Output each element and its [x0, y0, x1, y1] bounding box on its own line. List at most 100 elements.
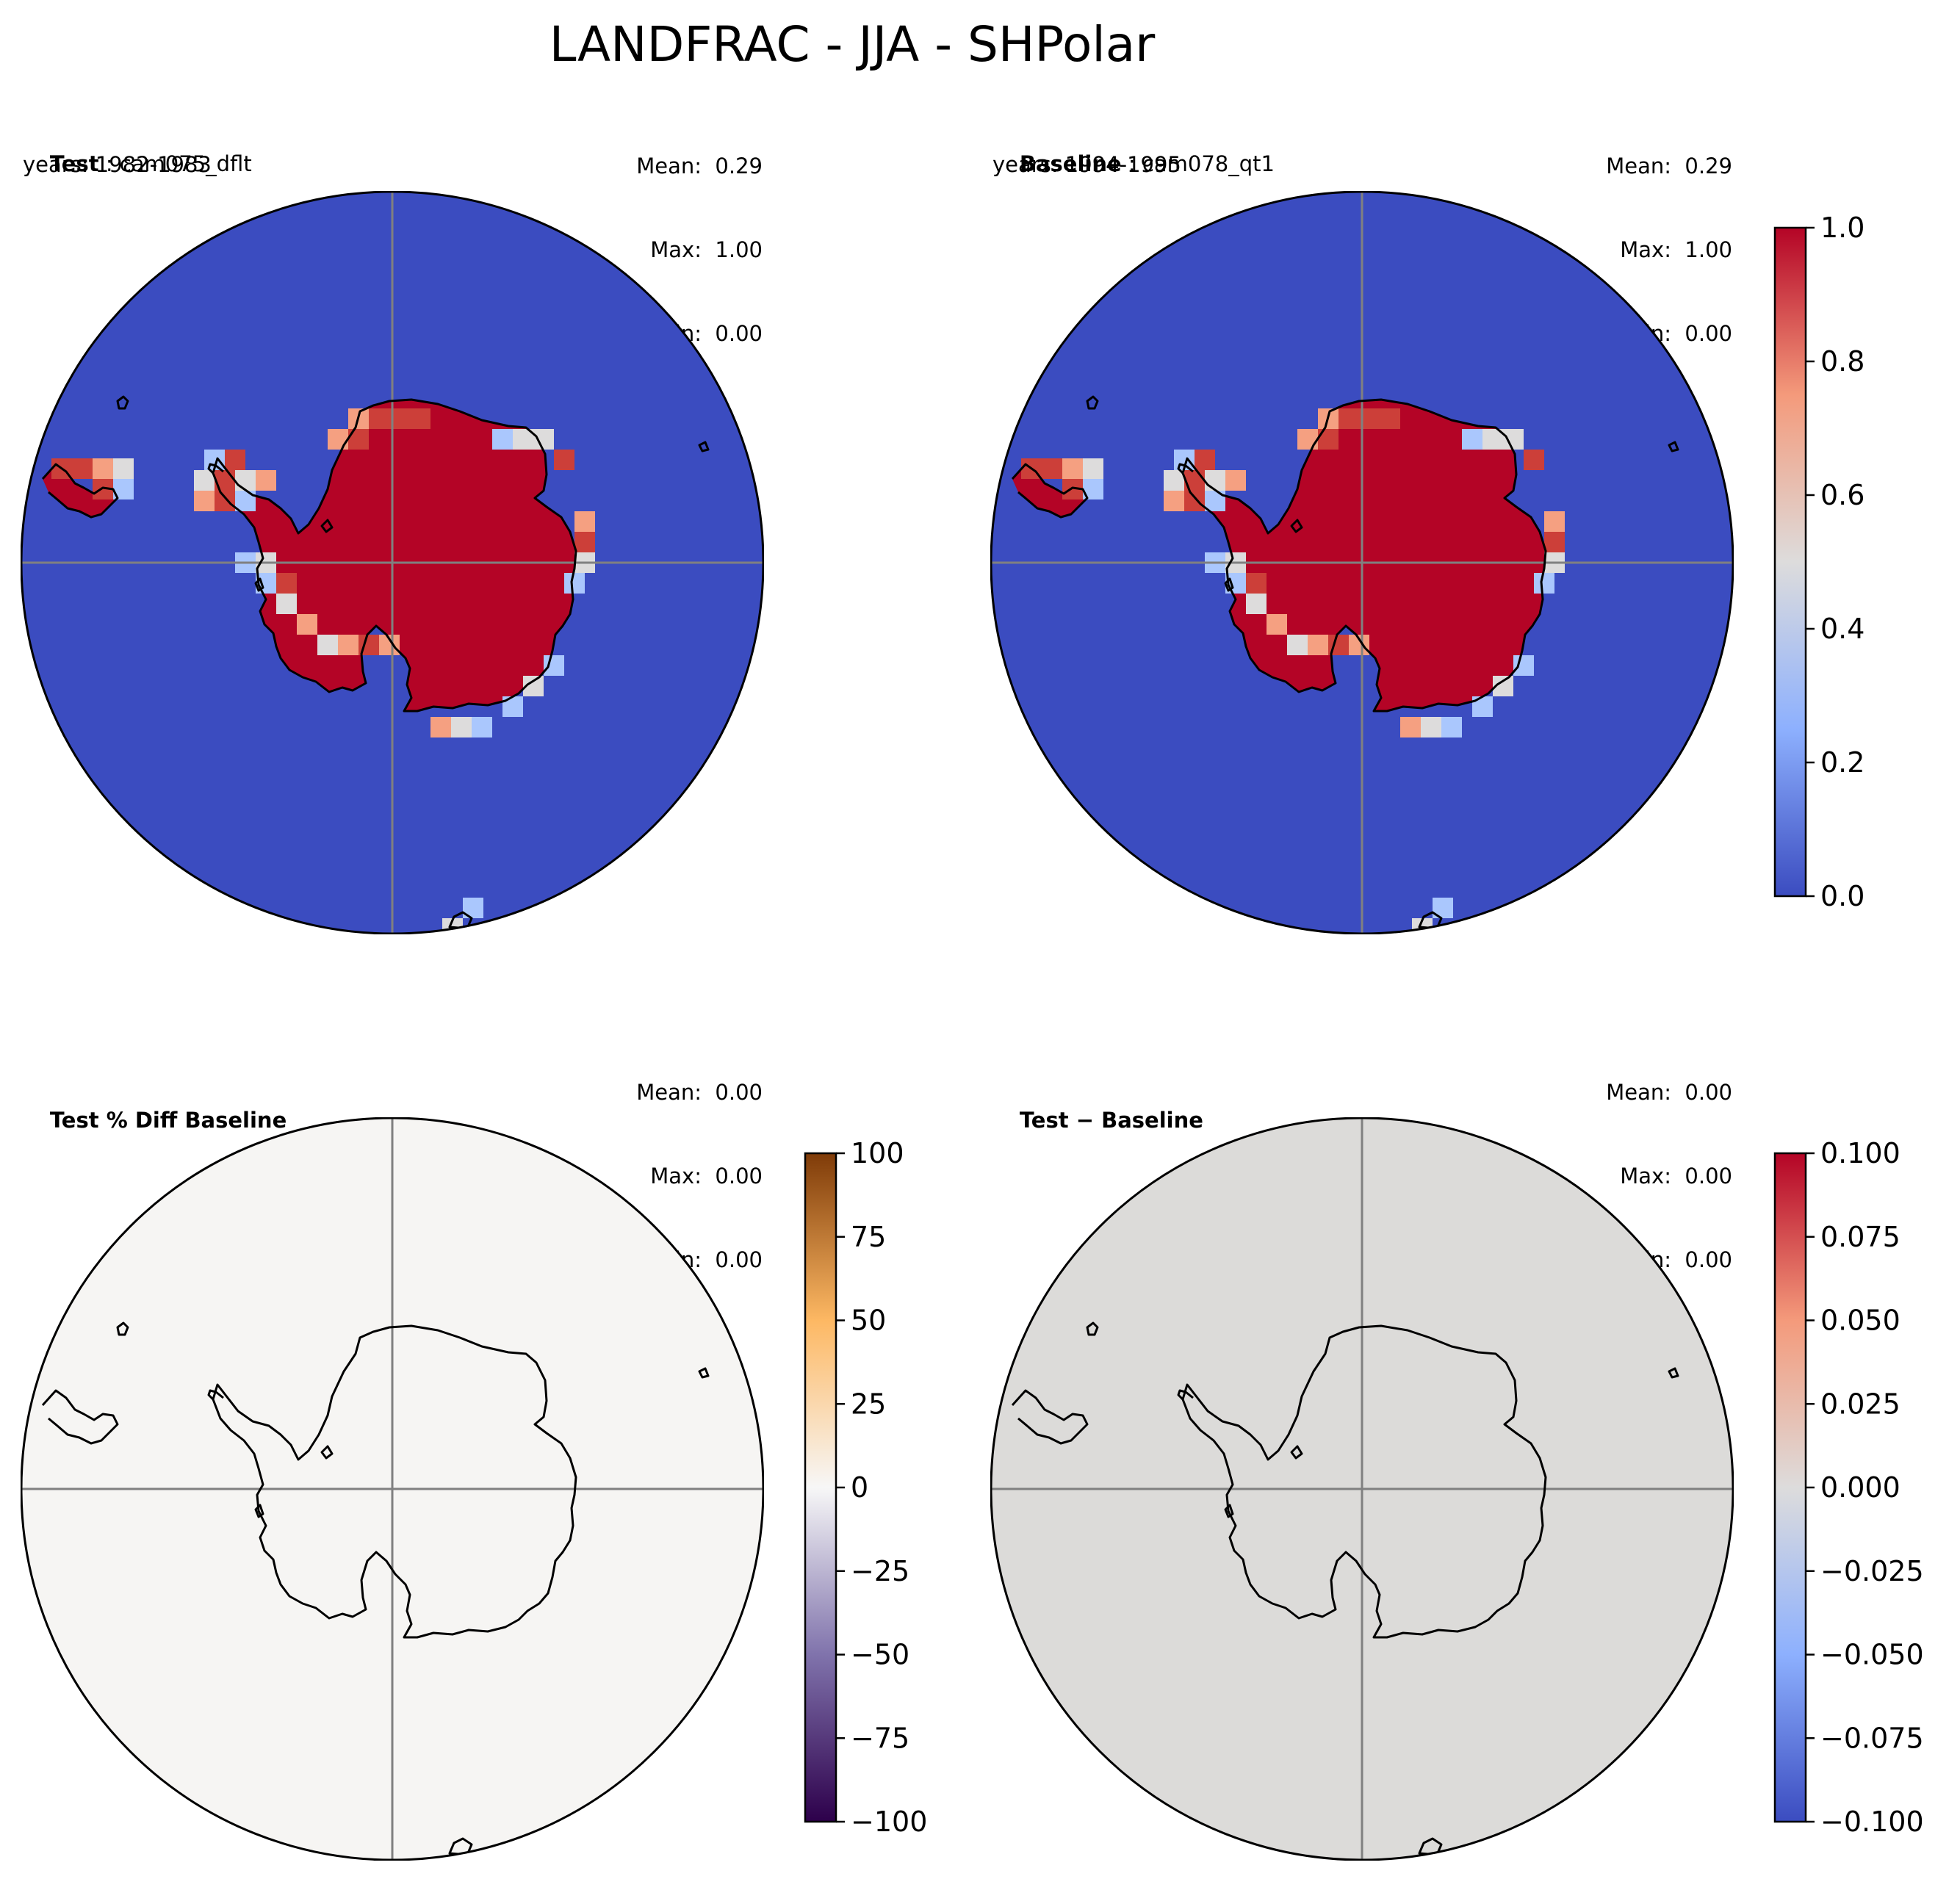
grid-cell — [1441, 717, 1462, 737]
colorbar-tick-label: 50 — [851, 1305, 886, 1337]
grid-cell — [1297, 429, 1318, 450]
grid-cell — [1164, 491, 1184, 511]
grid-cell — [1184, 491, 1205, 511]
map-boundary — [21, 1117, 764, 1861]
grid-cell — [1421, 717, 1441, 737]
colorbar-tick-label: 0 — [851, 1471, 868, 1504]
colorbar-tick-label: 0.2 — [1820, 746, 1864, 779]
grid-cell — [544, 655, 564, 676]
stat-max: Max: 0.00 — [1620, 1164, 1732, 1189]
colorbar-gradient — [1773, 226, 1807, 898]
stat-max: Max: 1.00 — [650, 237, 763, 262]
grid-cell — [1246, 594, 1267, 614]
grid-cell — [1287, 635, 1308, 655]
map-boundary — [21, 191, 764, 934]
map-panel-baseline — [990, 191, 1734, 934]
grid-cell — [1400, 717, 1421, 737]
grid-cell — [1246, 573, 1267, 594]
colorbar-tick-label: −100 — [851, 1806, 927, 1838]
colorbar-tick-label: −25 — [851, 1555, 909, 1587]
grid-cell — [492, 429, 513, 450]
colorbar-tick-label: 1.0 — [1820, 213, 1864, 244]
grid-cell — [1544, 511, 1565, 532]
grid-cell — [1308, 635, 1328, 655]
stat-mean: Mean: 0.00 — [1606, 1080, 1732, 1105]
colorbar-tick-label: 0.4 — [1820, 613, 1864, 645]
grid-cell — [472, 717, 492, 737]
colorbar-tick-label: 0.050 — [1820, 1305, 1900, 1337]
grid-cell — [1462, 429, 1482, 450]
stat-mean: Mean: 0.00 — [636, 1080, 763, 1105]
panel-years-test: years: 1982-1983 — [23, 152, 212, 177]
grid-cell — [215, 491, 235, 511]
grid-cell — [235, 470, 256, 491]
panel-stats-test: Mean: 0.29 Max: 1.00 Min: 0.00 — [514, 96, 763, 403]
colorbar-diff: −0.100 −0.075 −0.050 −0.025 0.000 0.025 0.050 0… — [1773, 1139, 1924, 1838]
grid-cell — [194, 491, 215, 511]
grid-cell — [338, 635, 359, 655]
colorbar-tick-label: 0.100 — [1820, 1139, 1900, 1169]
grid-cell — [369, 408, 389, 429]
panel-label-pctdiff: Test % Diff Baseline — [49, 1108, 287, 1133]
grid-cell — [194, 470, 215, 491]
grid-cell — [430, 717, 451, 737]
grid-cell — [1513, 655, 1534, 676]
map-boundary — [990, 1117, 1734, 1861]
grid-cell — [533, 429, 554, 450]
grid-cell — [1042, 458, 1062, 479]
stat-max: Max: 0.00 — [650, 1164, 763, 1189]
colorbar-tick-label: 0.8 — [1820, 345, 1864, 378]
colorbar-tick-label: 0.025 — [1820, 1388, 1900, 1420]
panel-label-baseline: Baseline : cam078_qt1 — [1019, 151, 1275, 176]
grid-cell — [1267, 614, 1287, 635]
grid-cell — [564, 573, 585, 594]
grid-cell — [1225, 470, 1246, 491]
panel-years-baseline: years: 1994-1995 — [992, 152, 1181, 177]
grid-cell — [1380, 408, 1400, 429]
grid-cell — [574, 511, 595, 532]
panel-label-test: Test : cam075_dflt — [49, 151, 252, 176]
colorbar-tick-label: 0.6 — [1820, 479, 1864, 511]
panel-label-diff: Test − Baseline — [1019, 1108, 1203, 1133]
map-panel-pctdiff — [21, 1117, 764, 1861]
figure-title: LANDFRAC - JJA - SHPolar — [549, 16, 1156, 73]
grid-cell — [256, 470, 276, 491]
grid-cell — [1534, 573, 1554, 594]
grid-cell — [317, 635, 338, 655]
grid-cell — [1062, 458, 1083, 479]
colorbar-tick-label: −0.050 — [1820, 1639, 1924, 1671]
stat-mean: Mean: 0.29 — [1606, 154, 1732, 178]
grid-cell — [1544, 532, 1565, 552]
colorbar-tick-label: 100 — [851, 1139, 904, 1169]
colorbar-tick-label: −0.075 — [1820, 1722, 1924, 1754]
stat-mean: Mean: 0.29 — [636, 154, 763, 178]
colorbar-tick-label: 25 — [851, 1388, 886, 1420]
colorbar-tick-label: −75 — [851, 1722, 909, 1754]
grid-cell — [93, 458, 113, 479]
colorbar-tick-label: −50 — [851, 1639, 909, 1671]
coastline — [1011, 395, 1679, 930]
grid-cell — [1503, 429, 1524, 450]
colorbar-tick-label: −0.100 — [1820, 1806, 1924, 1838]
grid-cell — [113, 458, 134, 479]
grid-cell — [554, 450, 574, 470]
grid-cell — [1195, 450, 1215, 470]
colorbar-tick-label: −0.025 — [1820, 1555, 1924, 1587]
grid-cell — [1205, 470, 1225, 491]
map-panel-test — [21, 191, 764, 934]
panel-stats-baseline: Mean: 0.29 Max: 1.00 Min: 0.00 — [1484, 96, 1732, 403]
grid-cell — [276, 573, 297, 594]
grid-cell — [225, 450, 245, 470]
colorbar-tick-label: 0.075 — [1820, 1221, 1900, 1253]
grid-cell — [1482, 429, 1503, 450]
colorbar-tick-label: 0.000 — [1820, 1471, 1900, 1504]
grid-cell — [1339, 408, 1359, 429]
colorbar-landfrac: 0.0 0.2 0.4 0.6 0.8 1.0 — [1773, 213, 1864, 912]
grid-cell — [410, 408, 430, 429]
grid-cell — [1164, 470, 1184, 491]
grid-cell — [1524, 450, 1544, 470]
grid-cell — [297, 614, 317, 635]
colorbar-tick-label: 0.0 — [1820, 880, 1864, 912]
grid-cell — [276, 594, 297, 614]
